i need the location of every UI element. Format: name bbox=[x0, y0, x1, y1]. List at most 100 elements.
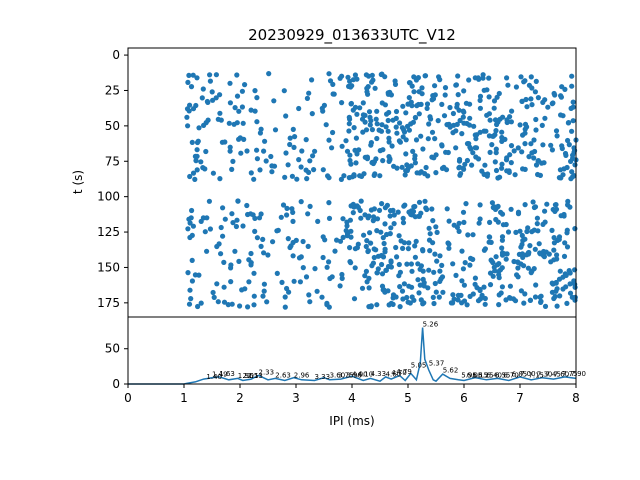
raster-point bbox=[339, 143, 345, 149]
raster-point bbox=[450, 300, 456, 306]
raster-point bbox=[213, 72, 219, 78]
raster-point bbox=[412, 115, 419, 121]
raster-point bbox=[537, 172, 544, 178]
raster-point bbox=[549, 280, 555, 286]
raster-point bbox=[553, 206, 560, 212]
raster-point bbox=[256, 215, 263, 221]
raster-point bbox=[403, 137, 409, 143]
raster-point bbox=[523, 96, 529, 103]
raster-point bbox=[239, 88, 245, 94]
raster-point bbox=[424, 101, 431, 107]
raster-point bbox=[326, 200, 332, 206]
raster-point bbox=[569, 294, 575, 300]
raster-point bbox=[368, 118, 374, 124]
raster-point bbox=[309, 111, 315, 117]
raster-point bbox=[326, 259, 332, 265]
raster-point bbox=[198, 159, 204, 165]
raster-point bbox=[261, 148, 267, 154]
raster-point bbox=[339, 100, 345, 106]
raster-point bbox=[326, 175, 332, 181]
raster-point bbox=[461, 219, 467, 225]
raster-point bbox=[275, 227, 281, 233]
raster-point bbox=[379, 122, 385, 128]
raster-point bbox=[379, 261, 385, 268]
raster-point bbox=[237, 303, 243, 309]
raster-point bbox=[401, 129, 408, 135]
raster-point bbox=[361, 171, 367, 177]
raster-point bbox=[379, 100, 385, 106]
raster-point bbox=[563, 284, 569, 290]
raster-point bbox=[245, 304, 251, 310]
raster-point bbox=[517, 122, 523, 128]
raster-point bbox=[248, 170, 254, 176]
x-ticks: 0 1 2 3 4 5 6 7 8 bbox=[124, 384, 580, 405]
raster-point bbox=[287, 141, 293, 148]
raster-point bbox=[346, 114, 352, 120]
raster-point bbox=[420, 146, 426, 152]
raster-point bbox=[470, 256, 476, 262]
raster-point bbox=[513, 84, 520, 90]
peak-label: 5.95 bbox=[461, 371, 477, 379]
raster-point bbox=[505, 82, 511, 88]
raster-point bbox=[457, 117, 463, 124]
raster-point bbox=[246, 257, 252, 263]
raster-point bbox=[460, 209, 467, 215]
raster-point bbox=[486, 75, 492, 81]
raster-point bbox=[286, 289, 292, 295]
raster-point bbox=[192, 176, 198, 182]
raster-point bbox=[312, 148, 318, 154]
peak-label: 2.13 bbox=[247, 372, 263, 380]
raster-point bbox=[499, 284, 505, 290]
raster-point bbox=[437, 253, 443, 259]
raster-point bbox=[472, 275, 478, 281]
raster-point bbox=[503, 221, 509, 228]
raster-point bbox=[548, 142, 554, 148]
raster-point bbox=[365, 248, 371, 255]
raster-point bbox=[374, 270, 380, 276]
raster-point bbox=[293, 237, 299, 243]
raster-point bbox=[385, 288, 391, 294]
raster-point bbox=[472, 145, 478, 151]
raster-point bbox=[384, 202, 390, 208]
raster-point bbox=[423, 164, 429, 171]
raster-point bbox=[570, 104, 576, 110]
raster-point bbox=[481, 284, 487, 290]
raster-point bbox=[348, 161, 354, 167]
x-tick-label: 1 bbox=[180, 391, 188, 405]
y-axis-label: t (s) bbox=[71, 170, 85, 194]
peak-label: 6.05 bbox=[467, 371, 483, 379]
raster-point bbox=[508, 143, 515, 149]
x-tick-label: 5 bbox=[404, 391, 412, 405]
raster-point bbox=[460, 114, 466, 120]
raster-point bbox=[570, 118, 576, 124]
y-tick-label: 0 bbox=[112, 377, 120, 391]
raster-point bbox=[519, 232, 525, 239]
raster-point bbox=[207, 226, 213, 232]
raster-point bbox=[457, 156, 463, 163]
raster-point bbox=[447, 104, 453, 111]
raster-point bbox=[296, 157, 302, 163]
raster-point bbox=[314, 288, 320, 294]
raster-point bbox=[482, 295, 488, 302]
raster-point bbox=[390, 117, 396, 123]
raster-point bbox=[473, 136, 479, 142]
raster-point bbox=[450, 292, 456, 298]
raster-point bbox=[424, 105, 430, 111]
raster-point bbox=[437, 77, 443, 83]
raster-point bbox=[397, 284, 403, 290]
raster-point bbox=[549, 147, 556, 153]
raster-point bbox=[420, 247, 426, 253]
raster-point bbox=[309, 77, 315, 83]
raster-point bbox=[415, 277, 421, 283]
y-tick-label: 25 bbox=[105, 83, 120, 97]
raster-point bbox=[464, 157, 470, 164]
raster-point bbox=[190, 170, 197, 176]
raster-point bbox=[569, 83, 575, 89]
raster-point bbox=[189, 207, 195, 214]
raster-point bbox=[381, 240, 387, 247]
raster-point bbox=[408, 261, 414, 267]
raster-point bbox=[562, 240, 568, 246]
raster-point bbox=[477, 216, 483, 222]
raster-point bbox=[419, 91, 425, 97]
raster-point bbox=[493, 216, 499, 223]
